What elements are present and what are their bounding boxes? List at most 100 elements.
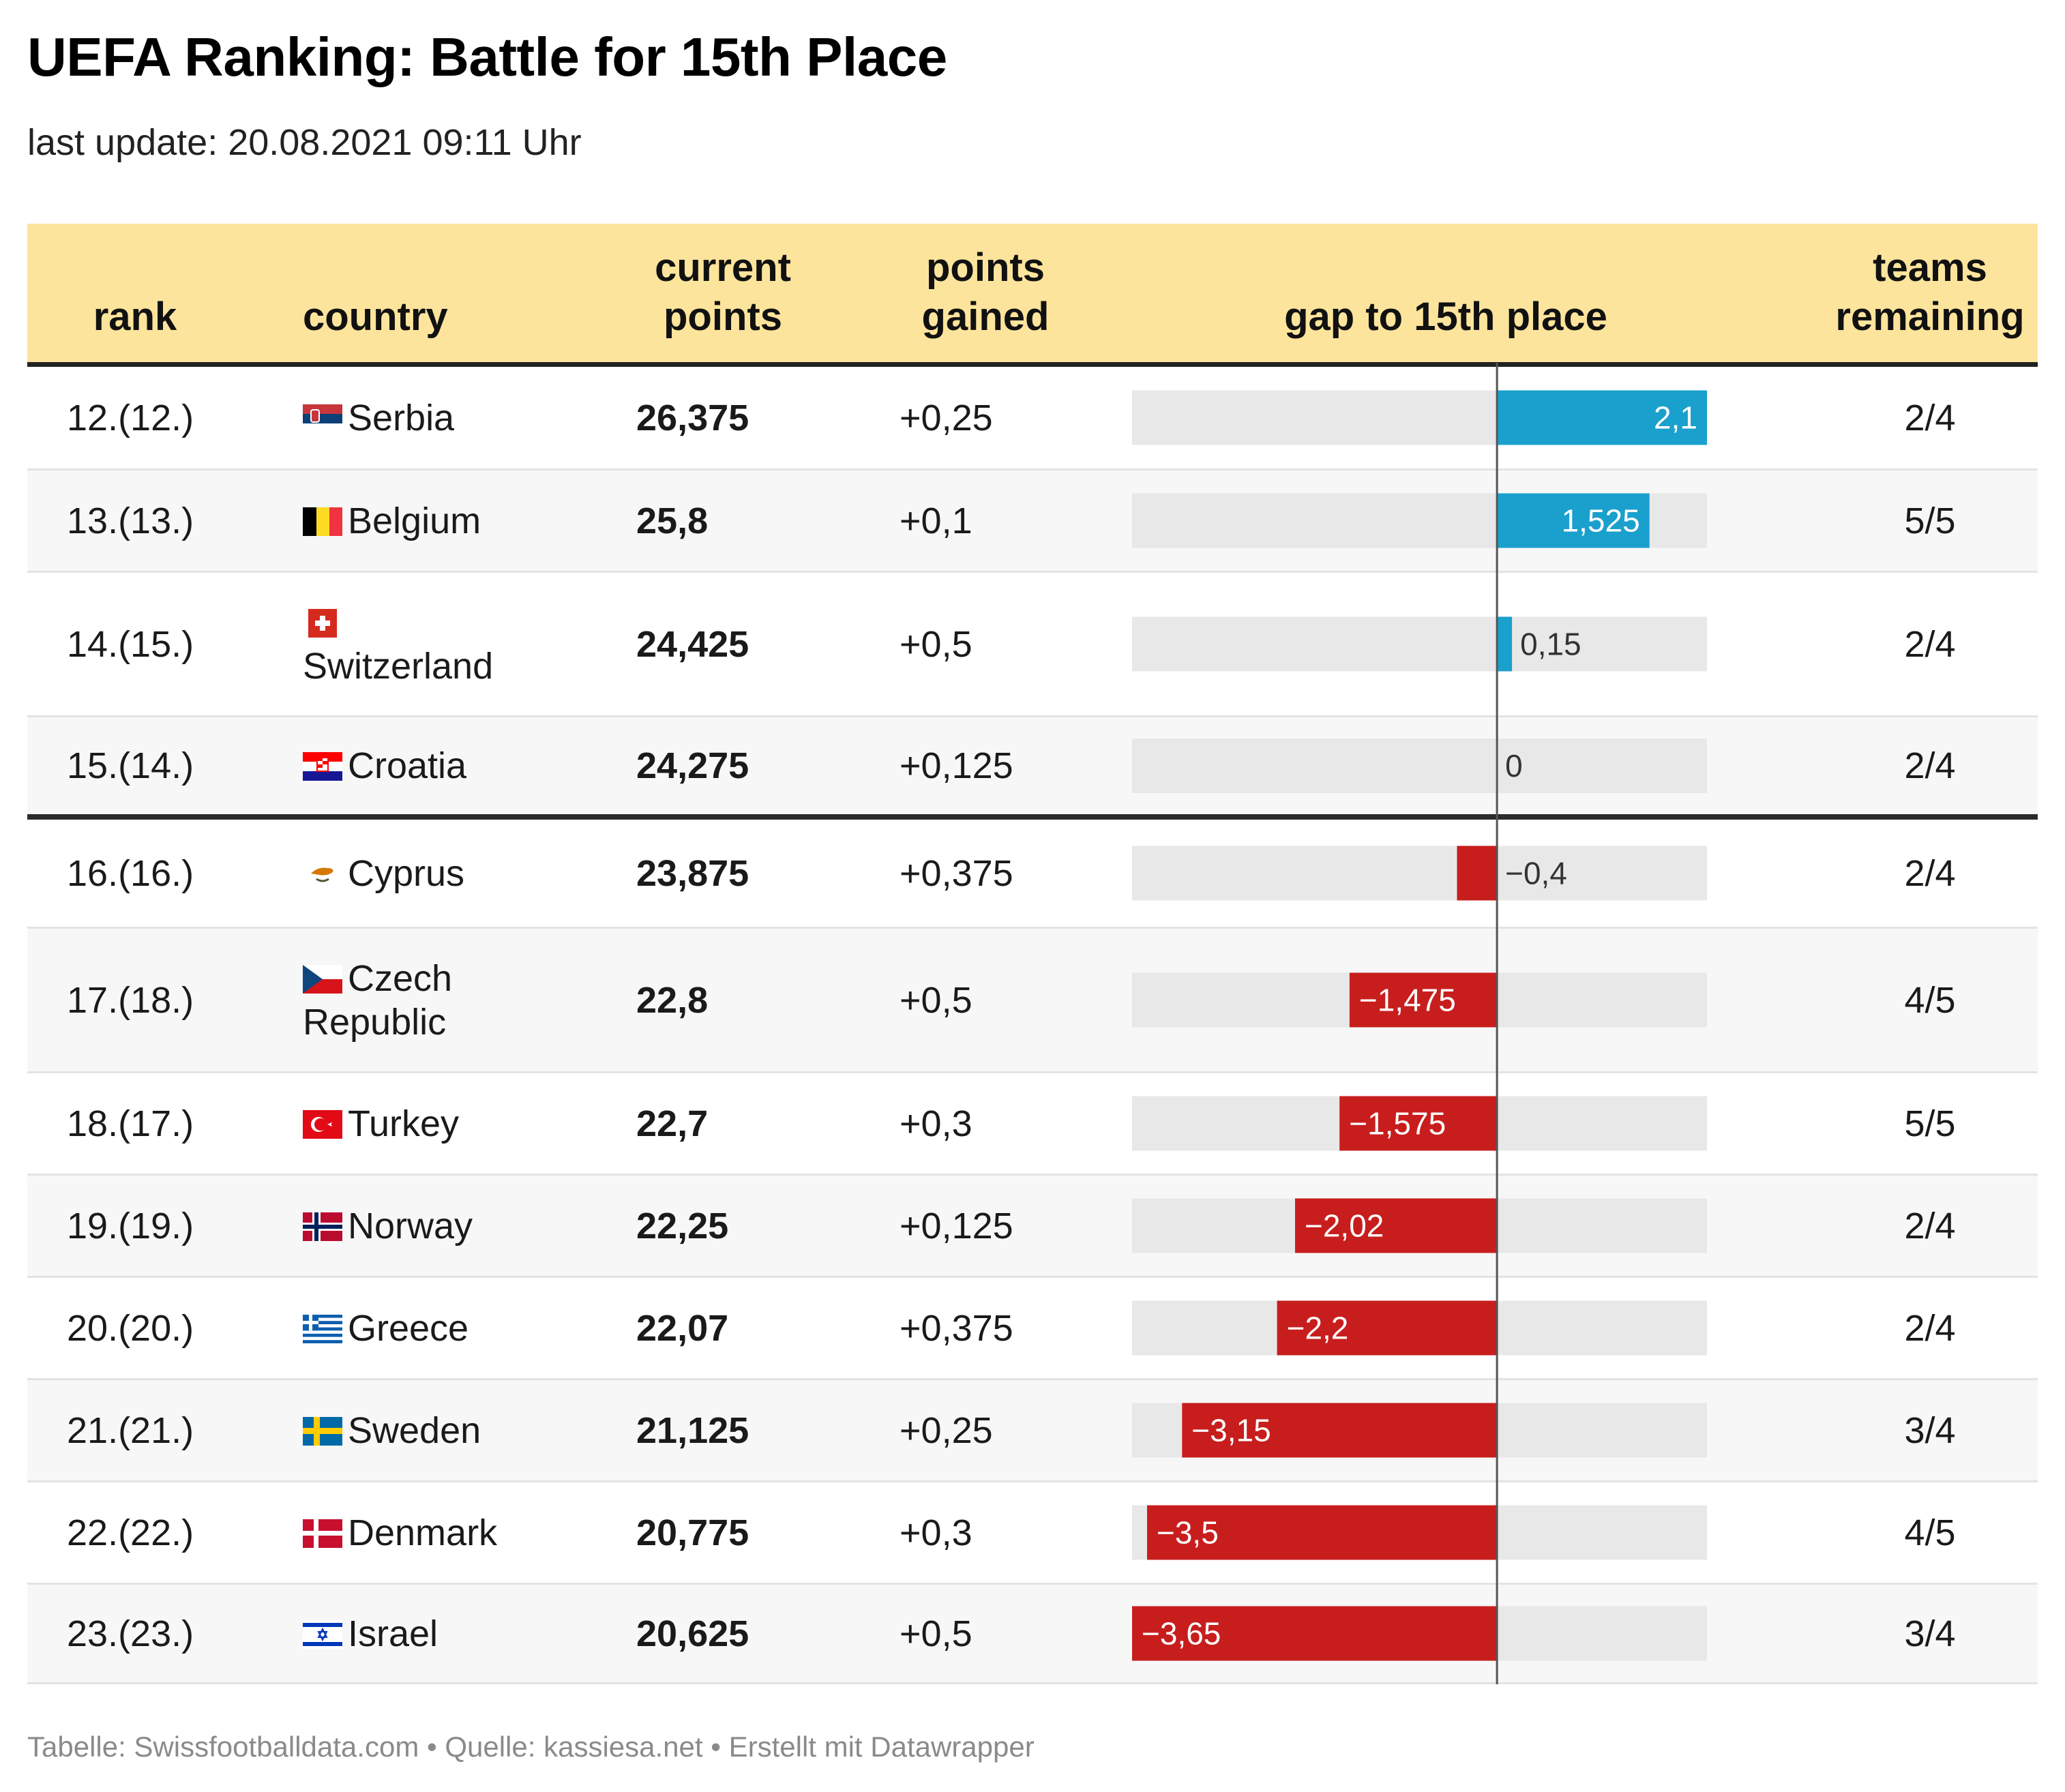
rank-cell: 21.(21.) [67,1409,194,1451]
points-gained-cell: +0,25 [900,397,993,438]
country-cell: Sweden [303,1380,576,1480]
points-gained-cell: +0,5 [900,623,972,665]
rank-cell: 16.(16.) [67,852,194,894]
teams-remaining-cell: 2/4 [1904,1205,1956,1246]
country-name: Serbia [348,397,455,438]
table-row: 18.(17.) Turkey 22,7 +0,3 5/5 [27,1073,2038,1176]
teams-remaining-cell: 4/5 [1904,979,1956,1021]
footer-credits: Tabelle: Swissfootballdata.com • Quelle:… [27,1731,1035,1763]
table-row: 17.(18.) Czech Republic 22,8 +0,5 4/5 [27,929,2038,1073]
column-header-current-points-line2: points [664,295,782,339]
teams-remaining-cell: 3/4 [1904,1613,1956,1654]
country-cell: Turkey [303,1073,576,1174]
cyprus-flag-icon [303,859,342,888]
turkey-flag-icon [303,1109,342,1139]
column-header-gap-label: gap to 15th place [1284,295,1607,339]
column-header-country[interactable]: country [303,293,448,342]
column-header-country-label: country [303,295,448,339]
column-header-teams-line1: teams [1873,245,1987,290]
teams-remaining-cell: 2/4 [1904,852,1956,894]
rank-cell: 14.(15.) [67,623,194,665]
country-name: Cyprus [348,852,465,894]
denmark-flag-icon [303,1519,342,1548]
rank-cell: 23.(23.) [67,1613,194,1654]
country-cell: Switzerland [303,573,576,715]
teams-remaining-cell: 3/4 [1904,1409,1956,1451]
chart-title: UEFA Ranking: Battle for 15th Place [27,27,947,87]
rank-cell: 12.(12.) [67,397,194,438]
points-gained-cell: +0,5 [900,979,972,1021]
table-row: 15.(14.) Croatia 24,275 +0,125 2/4 [27,717,2038,820]
country-name: Switzerland [303,645,494,687]
country-name: Israel [348,1613,439,1654]
points-gained-cell: +0,125 [900,745,1013,786]
country-name: Sweden [348,1409,481,1451]
teams-remaining-cell: 4/5 [1904,1512,1956,1553]
column-header-teams-remaining[interactable]: teams remaining [1800,243,2060,342]
points-gained-cell: +0,1 [900,500,972,541]
current-points-cell: 20,775 [636,1512,749,1553]
norway-flag-icon [303,1212,342,1241]
current-points-cell: 26,375 [636,397,749,438]
table-row: 21.(21.) Sweden 21,125 +0,25 3/4 [27,1380,2038,1482]
ranking-table: rank country current points points gaine… [27,224,2038,1684]
greece-flag-icon [303,1314,342,1343]
points-gained-cell: +0,375 [900,852,1013,894]
rank-cell: 15.(14.) [67,745,194,786]
points-gained-cell: +0,3 [900,1103,972,1144]
country-cell: Cyprus [303,820,576,927]
belgium-flag-icon [303,507,342,536]
column-header-points-gained[interactable]: points gained [876,243,1095,342]
points-gained-cell: +0,125 [900,1205,1013,1246]
column-header-current-points-line1: current [655,245,791,290]
czech-flag-icon [303,964,342,994]
current-points-cell: 22,25 [636,1205,729,1246]
rank-cell: 17.(18.) [67,979,194,1021]
current-points-cell: 22,7 [636,1103,709,1144]
column-header-points-gained-line1: points [926,245,1045,290]
table-row: 19.(19.) Norway 22,25 +0,125 2/4 [27,1176,2038,1278]
current-points-cell: 24,275 [636,745,749,786]
points-gained-cell: +0,375 [900,1307,1013,1349]
rank-cell: 20.(20.) [67,1307,194,1349]
country-name: Belgium [348,500,481,541]
table-header: rank country current points points gaine… [27,224,2038,367]
serbia-flag-icon [303,404,342,433]
rank-cell: 18.(17.) [67,1103,194,1144]
column-header-rank-label: rank [93,295,177,339]
column-header-rank[interactable]: rank [67,293,203,342]
current-points-cell: 22,8 [636,979,709,1021]
country-name: Norway [348,1205,473,1246]
chart-subtitle: last update: 20.08.2021 09:11 Uhr [27,122,582,163]
croatia-flag-icon [303,752,342,781]
column-header-teams-line2: remaining [1835,295,2025,339]
country-name: Turkey [348,1103,460,1144]
country-cell: Serbia [303,367,576,468]
sweden-flag-icon [303,1416,342,1446]
teams-remaining-cell: 2/4 [1904,1307,1956,1349]
country-cell: Czech Republic [303,929,576,1071]
country-cell: Croatia [303,717,576,814]
table-row: 23.(23.) Israel 20,625 +0,5 3/4 [27,1585,2038,1684]
teams-remaining-cell: 2/4 [1904,745,1956,786]
table-row: 13.(13.) Belgium 25,8 +0,1 5/5 [27,471,2038,573]
country-name: Greece [348,1307,469,1349]
rank-cell: 22.(22.) [67,1512,194,1553]
points-gained-cell: +0,25 [900,1409,993,1451]
teams-remaining-cell: 5/5 [1904,1103,1956,1144]
teams-remaining-cell: 5/5 [1904,500,1956,541]
current-points-cell: 25,8 [636,500,709,541]
table-row: 20.(20.) Greece 22,07 +0,375 2/4 [27,1278,2038,1380]
country-cell: Denmark [303,1482,576,1583]
rank-cell: 19.(19.) [67,1205,194,1246]
teams-remaining-cell: 2/4 [1904,623,1956,665]
israel-flag-icon [303,1619,342,1649]
country-name-line2: Republic [303,1001,447,1043]
current-points-cell: 23,875 [636,852,749,894]
column-header-gap[interactable]: gap to 15th place [1132,293,1759,342]
rank-cell: 13.(13.) [67,500,194,541]
table-row: 16.(16.) Cyprus 23,875 +0,375 2/4 [27,820,2038,929]
country-cell: Greece [303,1278,576,1378]
column-header-current-points[interactable]: current points [614,243,832,342]
current-points-cell: 22,07 [636,1307,729,1349]
